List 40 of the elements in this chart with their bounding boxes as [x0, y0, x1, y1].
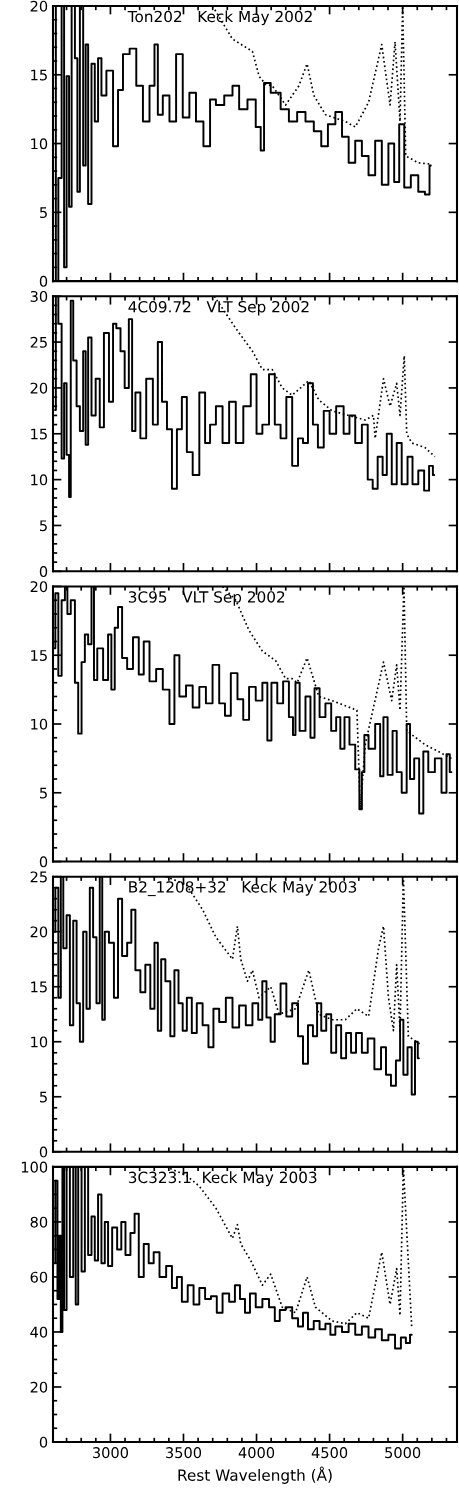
y-tick-label: 100 — [21, 1161, 48, 1173]
y-tick-label: 0 — [39, 856, 48, 868]
x-axis-title: Rest Wavelength (Å) — [178, 1466, 332, 1484]
y-tick-label: 15 — [31, 428, 47, 440]
y-tick-label: 20 — [30, 926, 48, 938]
y-tick-label: 10 — [31, 718, 48, 730]
y-tick-label: 10 — [31, 474, 48, 486]
annotation: 3C95 VLT Sep 2002 — [128, 591, 285, 606]
y-tick-label: 10 — [31, 138, 48, 150]
x-tick-label: 4500 — [311, 1447, 348, 1459]
y-tick-label: 10 — [31, 1036, 48, 1048]
y-tick-label: 30 — [30, 290, 48, 302]
y-tick-label: 15 — [31, 69, 47, 81]
x-tick-label: 4000 — [238, 1447, 275, 1459]
y-tick-label: 25 — [30, 336, 47, 348]
y-tick-label: 0 — [39, 566, 48, 578]
y-tick-label: 5 — [39, 207, 47, 219]
annotation: B2_1208+32 Keck May 2003 — [129, 880, 357, 897]
annotation: Ton202 Keck May 2002 — [127, 10, 312, 26]
annotation: 4C09.72 VLT Sep 2002 — [128, 300, 309, 316]
y-tick-label: 60 — [30, 1271, 48, 1283]
y-tick-label: 15 — [31, 650, 47, 661]
y-tick-label: 20 — [30, 382, 48, 394]
y-tick-label: 5 — [39, 1091, 47, 1103]
annotation: 3C323.1 Keck May 2003 — [128, 1171, 317, 1187]
y-tick-label: 20 — [30, 581, 48, 593]
x-tick-label: 3500 — [166, 1447, 202, 1459]
y-tick-label: 25 — [30, 871, 47, 883]
y-tick-label: 15 — [31, 981, 47, 993]
y-tick-label: 5 — [39, 787, 47, 799]
y-tick-label: 20 — [30, 1381, 48, 1393]
y-tick-label: 0 — [39, 1436, 48, 1448]
y-tick-label: 5 — [39, 520, 47, 532]
x-tick-label: 3000 — [92, 1447, 129, 1459]
y-tick-label: 40 — [30, 1326, 48, 1338]
y-tick-label: 0 — [39, 1146, 48, 1158]
x-tick-label: 5000 — [385, 1447, 421, 1459]
y-tick-label: 80 — [30, 1216, 48, 1228]
y-tick-label: 20 — [30, 0, 48, 12]
y-tick-label: 0 — [39, 275, 48, 287]
